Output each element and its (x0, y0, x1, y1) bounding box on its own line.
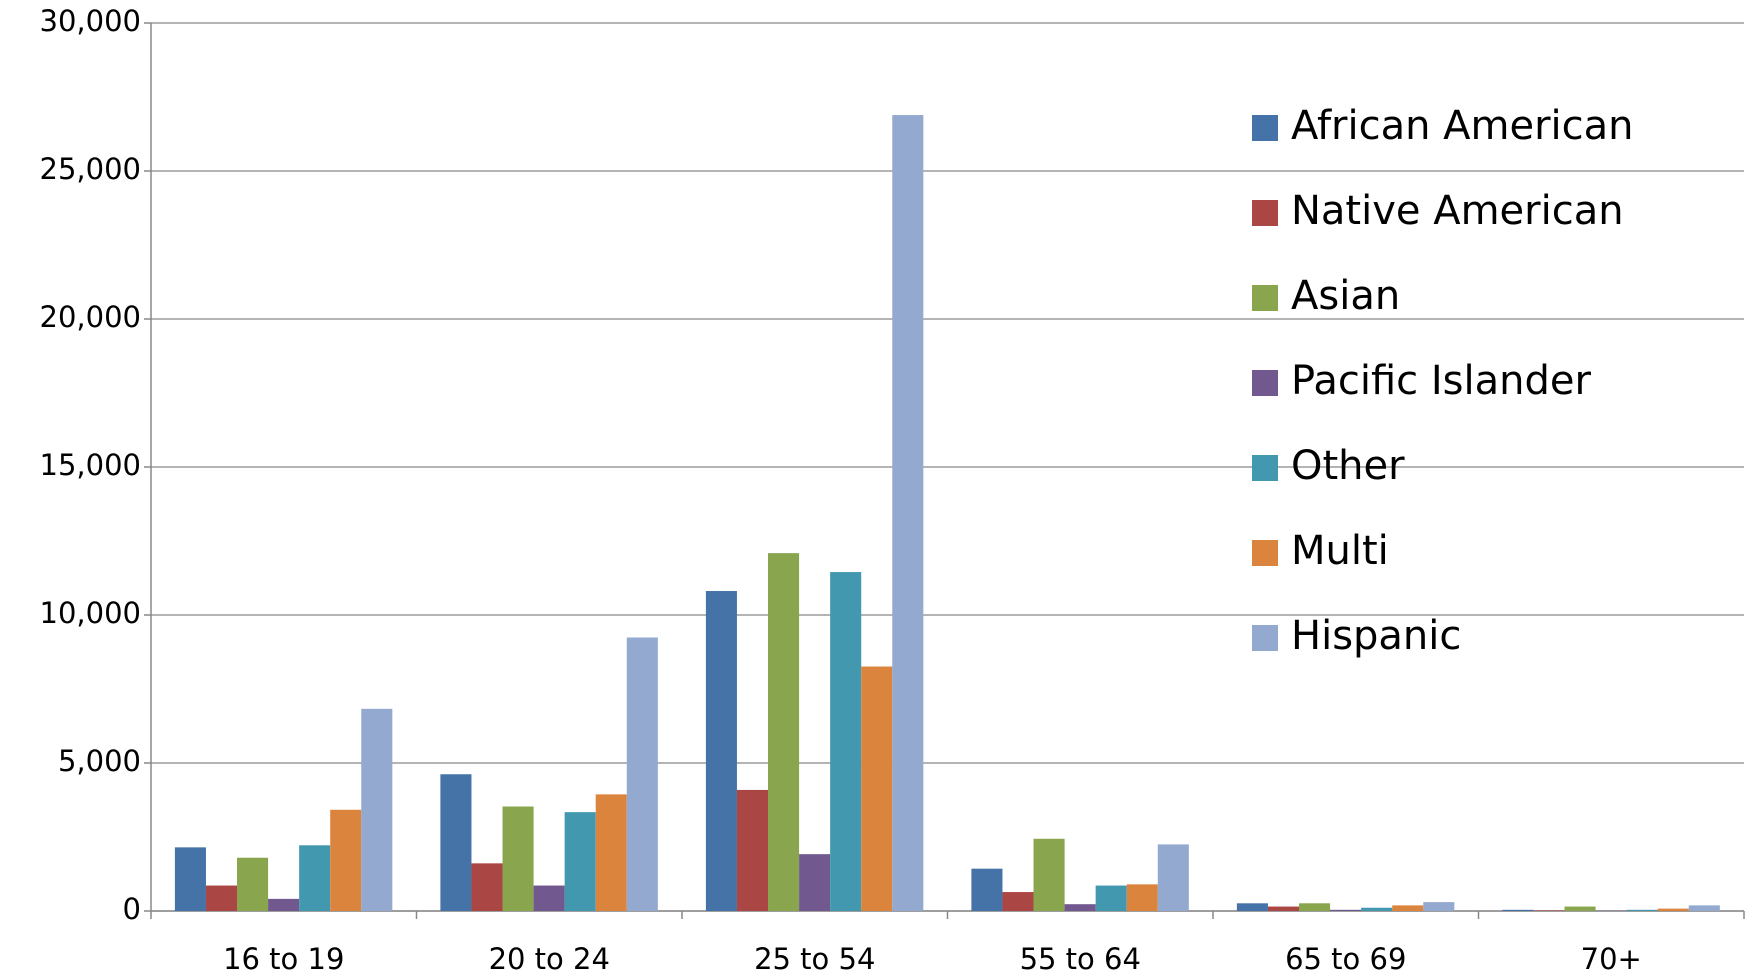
bar (1502, 909, 1534, 911)
bar (1095, 885, 1127, 911)
x-tick-label: 55 to 64 (1020, 942, 1141, 976)
bar (564, 812, 596, 911)
bar (1267, 906, 1300, 911)
bar (361, 708, 393, 911)
bar (299, 845, 331, 911)
bar (1564, 906, 1596, 911)
bar (440, 774, 472, 911)
bar (768, 553, 800, 911)
bar (1033, 838, 1065, 911)
bar (1626, 909, 1658, 911)
bar (626, 637, 658, 911)
y-tick-label: 30,000 (40, 4, 141, 38)
bar (1392, 905, 1424, 911)
legend-swatch (1252, 285, 1278, 311)
bar (1533, 910, 1565, 911)
bar (330, 809, 362, 911)
bar (1657, 908, 1689, 911)
legend-label: Asian (1291, 273, 1400, 319)
bar (471, 863, 503, 911)
x-tick-label: 65 to 69 (1285, 942, 1406, 976)
bar (1157, 844, 1189, 911)
bar (1064, 904, 1096, 911)
bar (799, 854, 831, 911)
bar (1688, 905, 1720, 911)
legend-swatch (1252, 540, 1278, 566)
bar (1330, 909, 1362, 911)
bar (892, 115, 924, 911)
bar (533, 885, 565, 911)
legend-swatch (1252, 115, 1278, 141)
y-tick-label: 10,000 (40, 596, 141, 630)
bar (736, 789, 769, 911)
bar (861, 666, 893, 911)
y-tick-label: 25,000 (40, 152, 141, 186)
bar (1236, 903, 1268, 911)
x-tick-label: 20 to 24 (489, 942, 610, 976)
x-tick-label: 70+ (1581, 942, 1642, 976)
legend-swatch (1252, 200, 1278, 226)
x-tick-label: 25 to 54 (754, 942, 875, 976)
bar (595, 794, 627, 911)
bar (268, 898, 300, 911)
bar (705, 591, 737, 911)
bar (830, 572, 862, 911)
y-tick-label: 5,000 (58, 744, 141, 778)
legend-swatch (1252, 625, 1278, 651)
bar (1299, 903, 1331, 911)
bar (174, 847, 206, 911)
bar (205, 885, 238, 911)
bar (1126, 884, 1158, 911)
y-tick-label: 15,000 (40, 448, 141, 482)
bar (1361, 907, 1393, 911)
legend-swatch (1252, 370, 1278, 396)
bar (1002, 892, 1034, 911)
legend-swatch (1252, 455, 1278, 481)
legend-label: Pacific Islander (1291, 358, 1591, 404)
legend-label: Other (1291, 443, 1405, 489)
bar (971, 868, 1003, 911)
x-tick-label: 16 to 19 (223, 942, 344, 976)
bar (502, 806, 534, 911)
legend-label: African American (1291, 103, 1634, 149)
bar (237, 857, 269, 911)
bar (1423, 902, 1455, 911)
y-tick-label: 20,000 (40, 300, 141, 334)
legend-label: Multi (1291, 528, 1389, 574)
y-tick-label: 0 (123, 892, 141, 926)
legend-label: Hispanic (1291, 613, 1461, 659)
legend-label: Native American (1291, 188, 1624, 234)
